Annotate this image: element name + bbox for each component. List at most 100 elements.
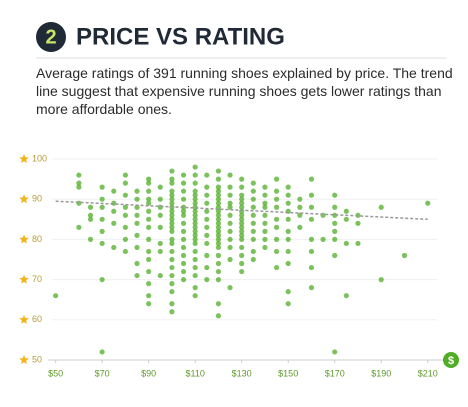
point: [122, 248, 128, 255]
point: [227, 228, 233, 234]
point: [285, 200, 291, 206]
point: [146, 256, 152, 263]
point: [204, 232, 210, 238]
point: [227, 192, 233, 198]
point: [192, 208, 198, 214]
point: [169, 196, 175, 202]
y-tick-label: 70: [32, 274, 42, 284]
point: [180, 196, 187, 202]
point: [204, 192, 210, 198]
point: [227, 204, 233, 210]
point: [215, 208, 222, 214]
point: [262, 204, 268, 210]
point: [250, 204, 256, 210]
point: [180, 252, 187, 259]
point: [378, 277, 384, 283]
point: [308, 176, 315, 182]
point: [180, 212, 187, 218]
point: [215, 313, 222, 319]
point: [297, 204, 303, 210]
point: [308, 192, 315, 198]
point: [204, 216, 210, 222]
point: [192, 172, 198, 178]
point: [169, 309, 175, 315]
x-tick-label: $110: [185, 368, 204, 378]
y-tick-label: 90: [32, 194, 42, 204]
point: [146, 216, 152, 222]
axis-icon: $: [448, 355, 454, 367]
point: [192, 256, 198, 263]
point: [204, 172, 210, 178]
point: [87, 236, 94, 242]
point: [146, 208, 152, 214]
point: [99, 277, 105, 283]
point: [343, 208, 349, 214]
point: [157, 204, 163, 210]
point: [285, 301, 291, 307]
point: [355, 220, 361, 226]
point: [227, 212, 233, 218]
point: [308, 285, 315, 291]
point: [273, 224, 280, 230]
point: [332, 349, 338, 355]
point: [215, 196, 222, 202]
point: [285, 236, 291, 242]
point: [192, 293, 198, 299]
point: [134, 220, 140, 226]
y-tick-label: 50: [32, 354, 42, 364]
point: [180, 277, 187, 283]
point: [192, 188, 198, 194]
point: [250, 212, 256, 218]
point: [297, 212, 303, 218]
point: [146, 281, 152, 287]
point: [99, 240, 105, 247]
point: [146, 176, 152, 182]
x-tick-label: $130: [232, 368, 252, 378]
point: [134, 212, 140, 218]
point: [262, 228, 268, 234]
point: [227, 285, 233, 291]
point: [122, 204, 128, 210]
point: [146, 293, 152, 299]
point: [239, 184, 245, 190]
x-tick-label: $190: [371, 368, 391, 378]
point: [332, 204, 338, 210]
point: [239, 260, 245, 267]
point: [157, 272, 163, 279]
point: [169, 176, 175, 182]
y-tick-label: 80: [32, 234, 42, 244]
point: [262, 236, 268, 242]
point: [204, 264, 210, 271]
point: [76, 184, 82, 190]
point: [146, 200, 152, 206]
point: [308, 248, 315, 255]
point: [180, 244, 187, 251]
point: [169, 281, 175, 287]
point: [157, 196, 163, 202]
y-tick-star: [19, 234, 29, 244]
point: [87, 216, 94, 222]
point: [227, 256, 233, 263]
point: [262, 192, 268, 198]
point: [180, 260, 187, 267]
point: [215, 252, 222, 259]
point: [204, 184, 210, 190]
point: [169, 200, 175, 206]
y-tick-star: [19, 194, 29, 204]
point: [169, 264, 175, 271]
axis-icon-circle: [443, 352, 459, 368]
y-tick-label: 100: [32, 153, 47, 163]
point: [111, 220, 117, 226]
point: [215, 301, 222, 307]
point: [273, 196, 280, 202]
point: [169, 188, 175, 194]
point: [180, 268, 187, 275]
point: [134, 196, 140, 202]
subtitle: Average ratings of 391 running shoes exp…: [36, 65, 453, 117]
point: [169, 248, 175, 255]
point: [239, 268, 245, 275]
point: [239, 220, 245, 226]
point: [239, 176, 245, 182]
point: [157, 212, 163, 218]
